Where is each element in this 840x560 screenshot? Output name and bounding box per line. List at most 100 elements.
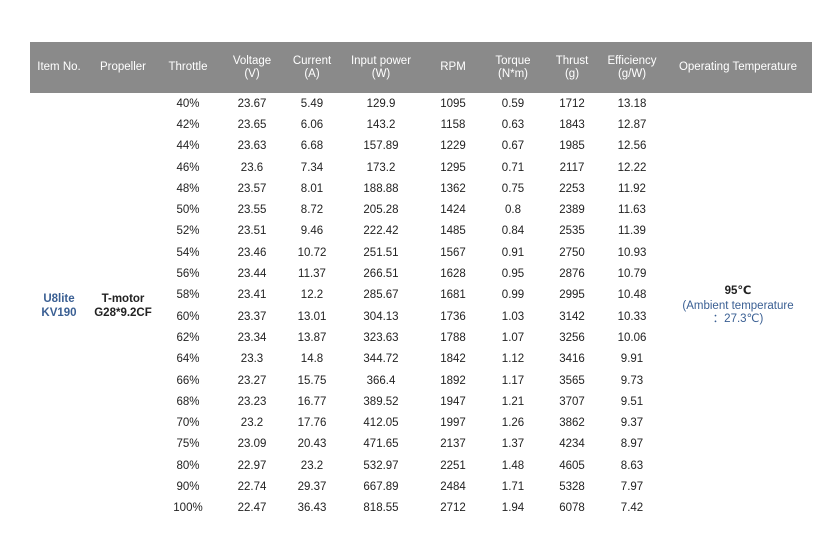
table-cell: 1712 xyxy=(559,97,585,110)
table-cell: 40% xyxy=(176,97,200,110)
table-cell: 3707 xyxy=(559,395,585,408)
table-cell: 80% xyxy=(176,459,200,472)
column-header-label: Propeller xyxy=(99,61,147,73)
table-cell: 1.26 xyxy=(501,417,525,430)
table-cell: 1985 xyxy=(559,140,585,153)
table-cell: 23.2 xyxy=(300,459,324,472)
table-cell: 1.37 xyxy=(501,438,525,451)
table-cell: 5328 xyxy=(559,480,585,493)
table-cell: 11.37 xyxy=(298,268,326,281)
table-cell: 17.76 xyxy=(297,417,327,430)
table-row: 100% 22.47 36.43 818.55 2712 1.94 6078 7.42 xyxy=(30,498,812,519)
column-header-label: Efficiency xyxy=(607,54,657,67)
column-header-label: Throttle xyxy=(168,61,208,73)
table-cell: 222.42 xyxy=(363,225,399,238)
table-cell: 389.52 xyxy=(363,395,399,408)
table-cell: 23.55 xyxy=(237,204,267,217)
table-cell: 6078 xyxy=(559,502,585,515)
table-cell: 64% xyxy=(176,353,200,366)
table-cell: 42% xyxy=(176,118,200,131)
table-cell: 2535 xyxy=(559,225,585,238)
table-cell: 471.65 xyxy=(363,438,399,451)
table-row: 50% 23.55 8.72 205.28 1424 0.8 2389 11.63 xyxy=(30,199,812,220)
table-cell: 70% xyxy=(176,417,200,430)
table-cell: 173.2 xyxy=(366,161,396,174)
table-cell: 5.49 xyxy=(300,97,324,110)
item-number-cell: U8lite KV190 xyxy=(30,93,88,519)
table-cell: 22.47 xyxy=(237,502,267,515)
table-cell: 23.3 xyxy=(240,353,264,366)
table-cell: 9.37 xyxy=(620,417,644,430)
column-header: Efficiency (g/W) xyxy=(600,42,664,93)
table-row: 42% 23.65 6.06 143.2 1158 0.63 1843 12.87 xyxy=(30,114,812,135)
table-cell: 50% xyxy=(176,204,200,217)
table-cell: 188.88 xyxy=(363,182,399,195)
table-cell: 1.94 xyxy=(501,502,525,515)
table-row: 62% 23.34 13.87 323.63 1788 1.07 3256 10.06 xyxy=(30,327,812,348)
table-cell: 9.46 xyxy=(300,225,324,238)
column-header: Throttle xyxy=(158,42,218,93)
column-header: Operating Temperature xyxy=(664,42,812,93)
table-cell: 90% xyxy=(176,480,200,493)
propeller-brand: T-motor xyxy=(101,292,145,305)
table-cell: 12.22 xyxy=(617,161,647,174)
table-cell: 23.57 xyxy=(237,182,267,195)
table-row: 56% 23.44 11.37 266.51 1628 0.95 2876 10.79 xyxy=(30,263,812,284)
column-header-label: Voltage xyxy=(232,54,272,67)
column-header-unit: (W) xyxy=(371,67,391,80)
table-cell: 10.79 xyxy=(617,268,647,281)
ambient-temperature-value: ：27.3℃) xyxy=(712,313,764,326)
table-cell: 22.97 xyxy=(237,459,267,472)
column-header-unit: (V) xyxy=(244,67,260,80)
table-cell: 66% xyxy=(176,374,200,387)
table-cell: 0.84 xyxy=(501,225,525,238)
table-cell: 1.17 xyxy=(501,374,525,387)
column-header: RPM xyxy=(424,42,482,93)
table-row: 75% 23.09 20.43 471.65 2137 1.37 4234 8.97 xyxy=(30,434,812,455)
column-header: Thrust (g) xyxy=(544,42,600,93)
table-cell: 2137 xyxy=(440,438,466,451)
table-cell: 3142 xyxy=(559,310,585,323)
table-cell: 1947 xyxy=(440,395,466,408)
table-cell: 532.97 xyxy=(363,459,399,472)
table-row: 90% 22.74 29.37 667.89 2484 1.71 5328 7.97 xyxy=(30,476,812,497)
table-cell: 2750 xyxy=(559,246,585,259)
table-cell: 1485 xyxy=(440,225,466,238)
table-cell: 11.92 xyxy=(618,182,646,195)
table-cell: 818.55 xyxy=(363,502,399,515)
table-row: 68% 23.23 16.77 389.52 1947 1.21 3707 9.51 xyxy=(30,391,812,412)
table-cell: 1997 xyxy=(440,417,466,430)
table-cell: 205.28 xyxy=(363,204,399,217)
table-cell: 13.01 xyxy=(297,310,327,323)
table-cell: 1095 xyxy=(440,97,466,110)
table-cell: 23.65 xyxy=(237,118,267,131)
table-row: 48% 23.57 8.01 188.88 1362 0.75 2253 11.92 xyxy=(30,178,812,199)
table-cell: 2117 xyxy=(559,161,585,174)
table-cell: 1892 xyxy=(440,374,466,387)
table-cell: 13.87 xyxy=(297,331,327,344)
table-cell: 10.48 xyxy=(617,289,647,302)
table-cell: 14.8 xyxy=(300,353,324,366)
table-cell: 0.91 xyxy=(501,246,525,259)
table-cell: 667.89 xyxy=(363,480,399,493)
table-cell: 10.93 xyxy=(617,246,647,259)
column-header: Item No. xyxy=(30,42,88,93)
column-header: Voltage (V) xyxy=(218,42,286,93)
table-cell: 2712 xyxy=(440,502,466,515)
table-cell: 2251 xyxy=(440,459,466,472)
table-cell: 3862 xyxy=(559,417,585,430)
table-cell: 143.2 xyxy=(366,118,396,131)
table-row: 60% 23.37 13.01 304.13 1736 1.03 3142 10.33 xyxy=(30,306,812,327)
table-cell: 3416 xyxy=(559,353,585,366)
table-body: U8lite KV190 T-motor G28*9.2CF 40% 23.67 5.49 1… xyxy=(30,93,812,519)
column-header-unit: (A) xyxy=(304,67,320,80)
table-cell: 23.37 xyxy=(237,310,267,323)
table-row: 44% 23.63 6.68 157.89 1229 0.67 1985 12.56 xyxy=(30,136,812,157)
table-cell: 68% xyxy=(176,395,200,408)
performance-table-container: Item No. Propeller Throttle Voltage (V) Curre… xyxy=(30,42,812,519)
temperature-value: 95℃ xyxy=(724,285,752,298)
item-kv: KV190 xyxy=(41,306,77,319)
table-cell: 366.4 xyxy=(366,374,396,387)
column-header: Torque (N*m) xyxy=(482,42,544,93)
table-cell: 7.42 xyxy=(620,502,644,515)
